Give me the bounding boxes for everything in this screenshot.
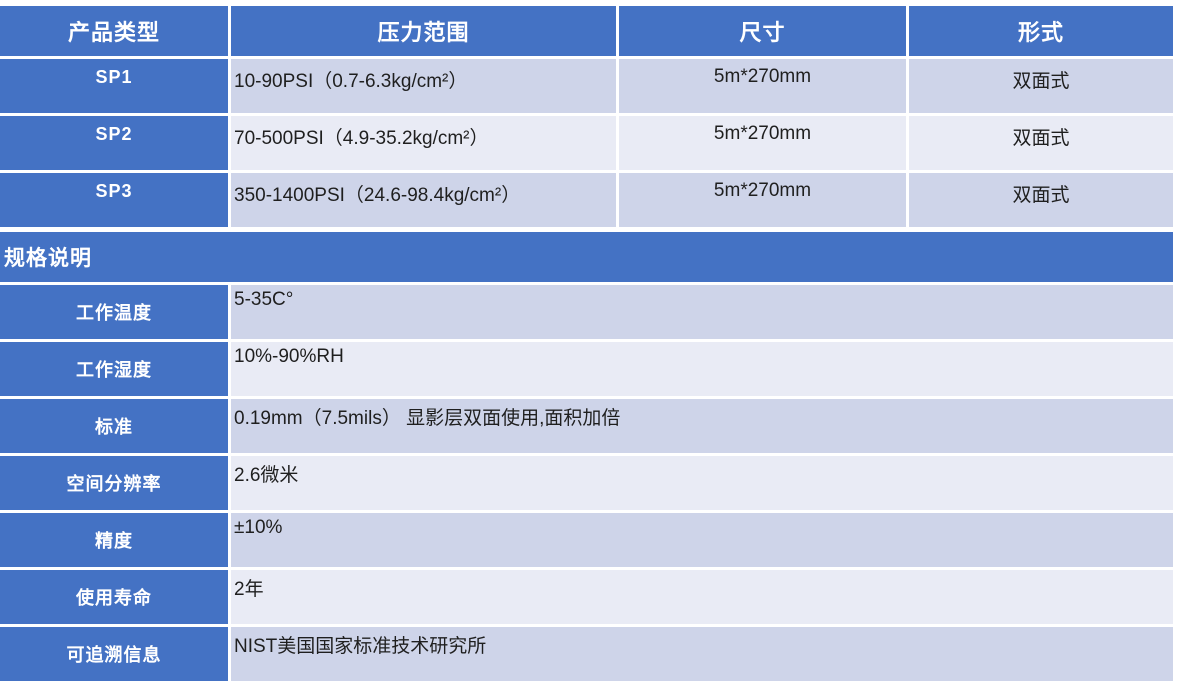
- product-row-size-sp2: 5m*270mm: [619, 116, 906, 170]
- product-row-label-sp1: SP1: [0, 59, 228, 113]
- spec-label-standard: 标准: [0, 399, 228, 453]
- spec-value-spatial-resolution: 2.6微米: [231, 456, 1173, 510]
- spec-value-accuracy: ±10%: [231, 513, 1173, 567]
- product-row-label-sp2: SP2: [0, 116, 228, 170]
- spec-value-traceability-info: NIST美国国家标准技术研究所: [231, 627, 1173, 681]
- product-row-pressure-sp3: 350-1400PSI（24.6-98.4kg/cm²）: [231, 173, 616, 227]
- spec-label-operating-humidity: 工作湿度: [0, 342, 228, 396]
- product-row-size-sp3: 5m*270mm: [619, 173, 906, 227]
- header-cell-pressure-range: 压力范围: [231, 6, 616, 56]
- spec-table: 工作温度 5-35C° 工作湿度 10%-90%RH 标准 0.19mm（7.5…: [0, 285, 1173, 681]
- spec-value-operating-temperature: 5-35C°: [231, 285, 1173, 339]
- product-row-pressure-sp2: 70-500PSI（4.9-35.2kg/cm²）: [231, 116, 616, 170]
- product-row-form-sp1: 双面式: [909, 59, 1173, 113]
- header-cell-size: 尺寸: [619, 6, 906, 56]
- spec-label-service-life: 使用寿命: [0, 570, 228, 624]
- spec-label-traceability-info: 可追溯信息: [0, 627, 228, 681]
- product-row-form-sp3: 双面式: [909, 173, 1173, 227]
- product-spec-sheet: 产品类型 压力范围 尺寸 形式 SP1 10-90PSI（0.7-6.3kg/c…: [0, 6, 1173, 681]
- product-row-pressure-sp1: 10-90PSI（0.7-6.3kg/cm²）: [231, 59, 616, 113]
- header-cell-form: 形式: [909, 6, 1173, 56]
- spec-value-service-life: 2年: [231, 570, 1173, 624]
- product-row-label-sp3: SP3: [0, 173, 228, 227]
- product-table: 产品类型 压力范围 尺寸 形式 SP1 10-90PSI（0.7-6.3kg/c…: [0, 6, 1173, 227]
- section-header-specifications: 规格说明: [0, 232, 1173, 282]
- product-row-form-sp2: 双面式: [909, 116, 1173, 170]
- spec-value-standard: 0.19mm（7.5mils） 显影层双面使用,面积加倍: [231, 399, 1173, 453]
- spec-label-accuracy: 精度: [0, 513, 228, 567]
- spec-label-spatial-resolution: 空间分辨率: [0, 456, 228, 510]
- header-cell-product-type: 产品类型: [0, 6, 228, 56]
- product-row-size-sp1: 5m*270mm: [619, 59, 906, 113]
- spec-value-operating-humidity: 10%-90%RH: [231, 342, 1173, 396]
- spec-label-operating-temperature: 工作温度: [0, 285, 228, 339]
